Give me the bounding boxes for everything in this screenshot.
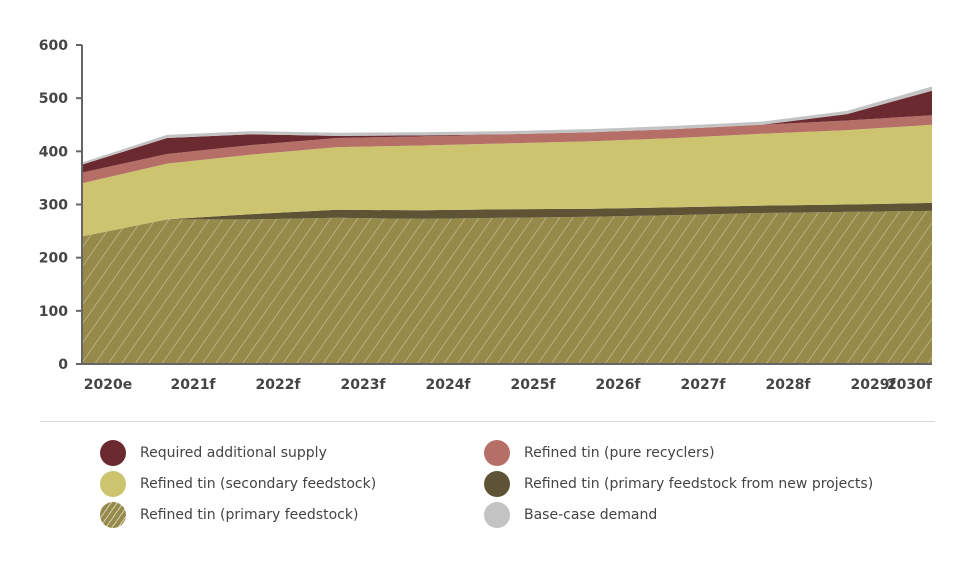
x-tick-label: 2028f — [765, 377, 811, 393]
x-tick-label: 2021f — [170, 377, 216, 393]
x-tick-label: 2023f — [340, 377, 386, 393]
legend-divider — [40, 421, 935, 422]
legend-label: Refined tin (primary feedstock from new … — [524, 476, 874, 492]
x-tick-label: 2024f — [425, 377, 471, 393]
area-layers — [82, 86, 932, 364]
legend-item-base-case-demand: Base-case demand — [484, 500, 657, 530]
x-tick-label: 2025f — [510, 377, 556, 393]
legend-label: Refined tin (pure recyclers) — [524, 445, 715, 461]
axes — [76, 44, 932, 365]
legend-swatch-new-projects — [484, 471, 510, 497]
area-refined-tin-primary-feedstock-from-new-projects — [82, 202, 932, 237]
legend-item-secondary-feedstock: Refined tin (secondary feedstock) — [100, 469, 376, 499]
legend-item-required-additional-supply: Required additional supply — [100, 438, 327, 468]
legend-swatch-base-case-demand — [484, 502, 510, 528]
y-tick-label: 400 — [39, 144, 68, 160]
x-tick-label: 2027f — [680, 377, 726, 393]
area-refined-tin-secondary-feedstock — [82, 124, 932, 237]
legend-swatch-required-additional-supply — [100, 440, 126, 466]
y-tick-label: 100 — [39, 304, 68, 320]
legend-swatch-secondary-feedstock — [100, 471, 126, 497]
stacked-area-chart: 0 100 200 300 400 500 600 2020e 2021f 2022f 2023f 2… — [39, 38, 933, 393]
y-tick-label: 500 — [39, 91, 68, 107]
legend-label: Refined tin (secondary feedstock) — [140, 476, 377, 492]
x-tick-label: 2022f — [255, 377, 301, 393]
legend-swatch-pure-recyclers — [484, 440, 510, 466]
legend-label: Required additional supply — [140, 445, 327, 461]
y-tick-label: 200 — [39, 251, 68, 267]
y-tick-label: 300 — [39, 198, 68, 214]
x-tick-label: 2026f — [595, 377, 641, 393]
legend-item-pure-recyclers: Refined tin (pure recyclers) — [484, 438, 715, 468]
area-refined-tin-pure-recyclers — [82, 115, 932, 184]
y-tick-label: 0 — [58, 357, 68, 373]
tick-labels: 0 100 200 300 400 500 600 2020e 2021f 2022f 2023f 2… — [39, 38, 933, 393]
x-tick-label: 2029f — [850, 377, 896, 393]
legend-label: Base-case demand — [524, 507, 658, 523]
legend-label: Refined tin (primary feedstock) — [140, 507, 359, 523]
x-tick-label: 2030f — [887, 377, 933, 393]
legend-item-new-projects: Refined tin (primary feedstock from new … — [484, 469, 873, 499]
x-tick-label: 2020e — [84, 377, 132, 393]
legend: Required additional supply Refined tin (… — [0, 436, 974, 536]
legend-item-primary-feedstock: Refined tin (primary feedstock) — [100, 500, 358, 530]
legend-swatch-primary-feedstock — [100, 502, 126, 528]
area-hatch-refined-tin-primary-feedstock — [82, 210, 932, 364]
y-tick-label: 600 — [39, 38, 68, 54]
